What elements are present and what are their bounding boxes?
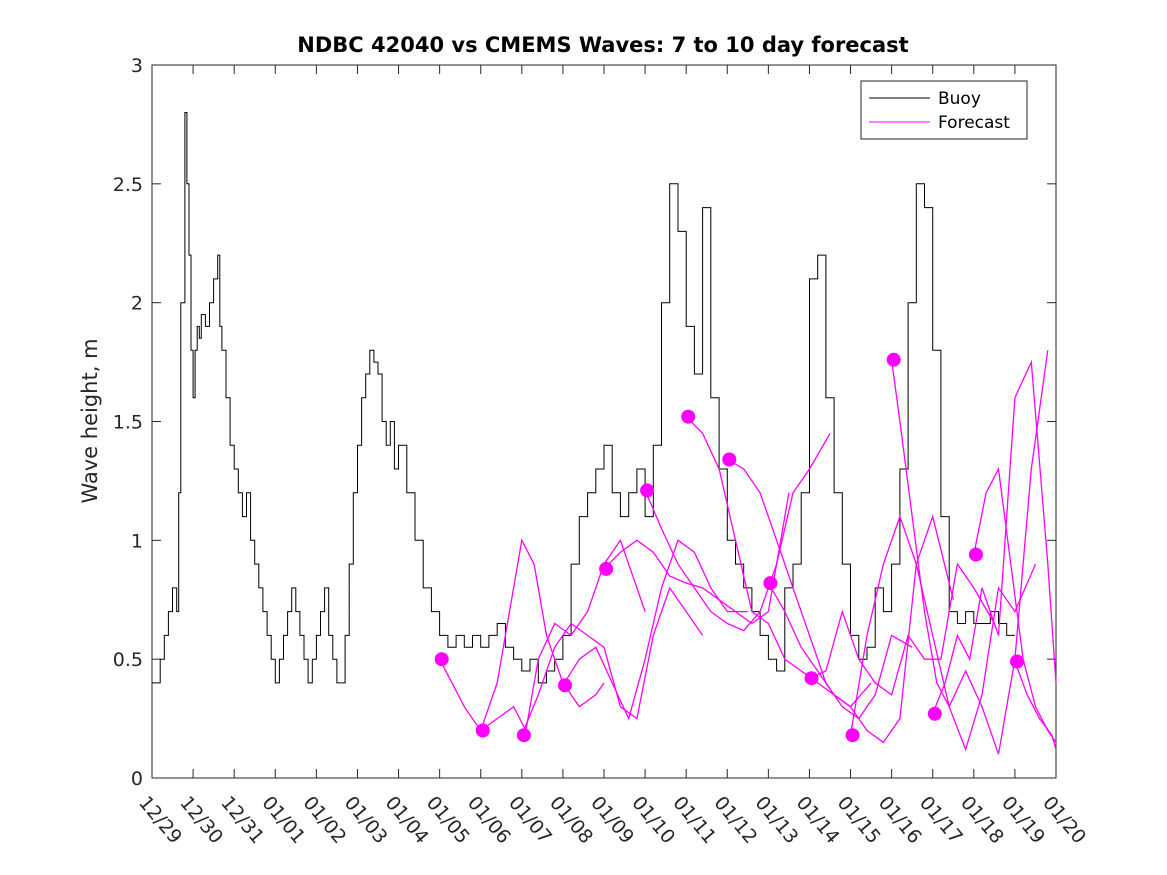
forecast-line xyxy=(603,492,790,625)
y-tick-label: 1.5 xyxy=(113,412,143,434)
x-tick-label: 01/01 xyxy=(257,792,309,848)
forecast-line xyxy=(890,350,1049,755)
y-tick-label: 0 xyxy=(131,768,143,790)
x-tick-label: 01/17 xyxy=(915,792,967,848)
forecast-series xyxy=(439,350,1057,755)
forecast-line xyxy=(767,514,954,744)
y-tick-labels: 0 0.5 1 1.5 2 2.5 3 xyxy=(113,55,143,790)
legend-buoy-label: Buoy xyxy=(938,89,981,109)
x-tick-label: 01/18 xyxy=(956,792,1008,848)
x-tick-label: 12/31 xyxy=(216,792,268,848)
buoy-series xyxy=(152,112,1015,684)
x-tick-label: 01/11 xyxy=(668,792,720,848)
x-tick-label: 12/29 xyxy=(134,792,186,848)
forecast-start-marker xyxy=(886,352,901,367)
forecast-line xyxy=(932,359,1057,715)
x-tick-label: 12/30 xyxy=(175,792,227,848)
axis-ticks xyxy=(151,64,1057,779)
forecast-start-marker xyxy=(681,409,696,424)
forecast-start-marker xyxy=(804,671,819,686)
x-tick-label: 01/10 xyxy=(627,792,679,848)
legend: Buoy Forecast xyxy=(860,80,1028,140)
chart-title: NDBC 42040 vs CMEMS Waves: 7 to 10 day f… xyxy=(297,33,908,57)
x-tick-label: 01/19 xyxy=(997,792,1049,848)
x-tick-label: 01/14 xyxy=(792,792,844,848)
forecast-start-marker xyxy=(763,576,778,591)
forecast-start-marker xyxy=(1010,654,1024,669)
x-tick-label: 01/04 xyxy=(381,792,433,848)
x-tick-label: 01/03 xyxy=(340,792,392,848)
forecast-start-marker xyxy=(434,652,449,667)
x-tick-label: 01/12 xyxy=(709,792,761,848)
forecast-line xyxy=(521,586,704,736)
forecast-line xyxy=(439,538,605,732)
x-tick-label: 01/08 xyxy=(545,792,597,848)
forecast-start-marker xyxy=(599,561,614,576)
forecast-start-marker xyxy=(968,547,983,562)
y-tick-label: 2.5 xyxy=(113,174,143,196)
y-tick-label: 3 xyxy=(131,55,143,77)
plot-area xyxy=(151,64,1057,779)
x-tick-label: 01/13 xyxy=(751,792,803,848)
x-tick-label: 01/15 xyxy=(833,792,885,848)
forecast-line xyxy=(809,562,995,696)
forecast-line xyxy=(562,539,748,721)
x-tick-labels: 12/2912/3012/3101/0101/0201/0301/0401/05… xyxy=(134,792,1090,848)
forecast-line xyxy=(1014,661,1057,750)
y-tick-label: 2 xyxy=(131,293,143,315)
forecast-markers xyxy=(434,352,1024,743)
y-tick-label: 0.5 xyxy=(113,649,143,671)
x-tick-label: 01/07 xyxy=(504,792,556,848)
legend-forecast-label: Forecast xyxy=(938,113,1010,133)
forecast-start-marker xyxy=(722,452,737,467)
forecast-start-marker xyxy=(845,728,860,743)
x-tick-label: 01/06 xyxy=(463,792,515,848)
y-tick-label: 1 xyxy=(131,530,143,552)
x-tick-label: 01/09 xyxy=(586,792,638,848)
legend-box xyxy=(860,80,1028,140)
forecast-start-marker xyxy=(516,728,531,743)
forecast-start-marker xyxy=(558,678,572,693)
x-tick-label: 01/20 xyxy=(1038,792,1090,848)
y-axis-label: Wave height, m xyxy=(78,338,102,503)
forecast-start-marker xyxy=(475,723,490,738)
x-tick-label: 01/16 xyxy=(874,792,926,848)
buoy-line xyxy=(152,112,1015,684)
x-tick-label: 01/02 xyxy=(299,792,351,848)
forecast-line xyxy=(644,433,831,632)
x-tick-label: 01/05 xyxy=(422,792,474,848)
forecast-line xyxy=(480,538,646,733)
forecast-start-marker xyxy=(640,483,655,498)
forecast-start-marker xyxy=(927,706,942,721)
